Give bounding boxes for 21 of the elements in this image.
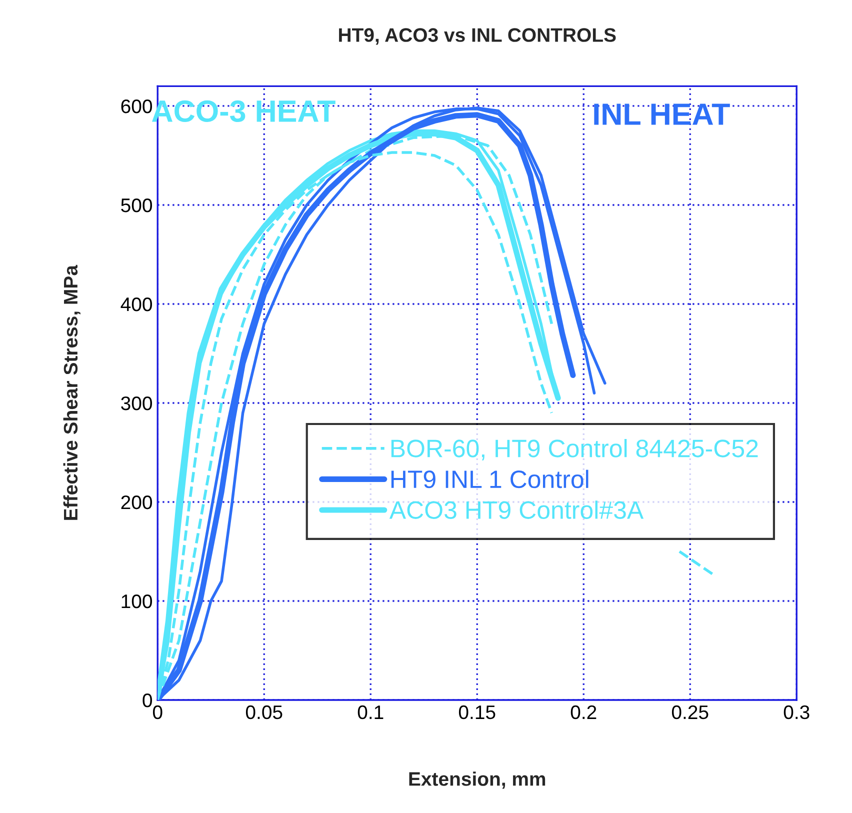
legend-label: HT9 INL 1 Control (391, 470, 588, 488)
y-tick-label: 600 (121, 99, 152, 114)
y-tick-label: 200 (121, 495, 152, 510)
x-tick-label: 0.25 (672, 705, 708, 720)
x-tick-label: 0.1 (358, 705, 384, 720)
y-tick-label: 100 (122, 594, 152, 608)
x-tick-label: 0.2 (570, 705, 596, 720)
y-axis-title: Effective Shear Stress, MPa (63, 264, 80, 520)
x-tick-label: 0.05 (246, 705, 282, 720)
y-tick-label: 0 (142, 693, 152, 708)
y-tick-label: 500 (121, 198, 152, 212)
y-tick-label: 400 (120, 297, 152, 312)
y-tick-label: 300 (121, 396, 152, 410)
chart-title: HT9, ACO3 vs INL CONTROLS (339, 28, 616, 45)
x-tick-label: 0.3 (784, 705, 810, 720)
x-axis-title: Extension, mm (409, 772, 546, 789)
annotation: INL HEAT (594, 104, 730, 125)
x-tick-label: 0.15 (458, 705, 496, 720)
x-tick-label: 0 (152, 705, 162, 720)
legend-label: ACO3 HT9 Control#3A (389, 500, 644, 519)
legend-label: BOR-60, HT9 Control 84425-C52 (391, 439, 758, 460)
